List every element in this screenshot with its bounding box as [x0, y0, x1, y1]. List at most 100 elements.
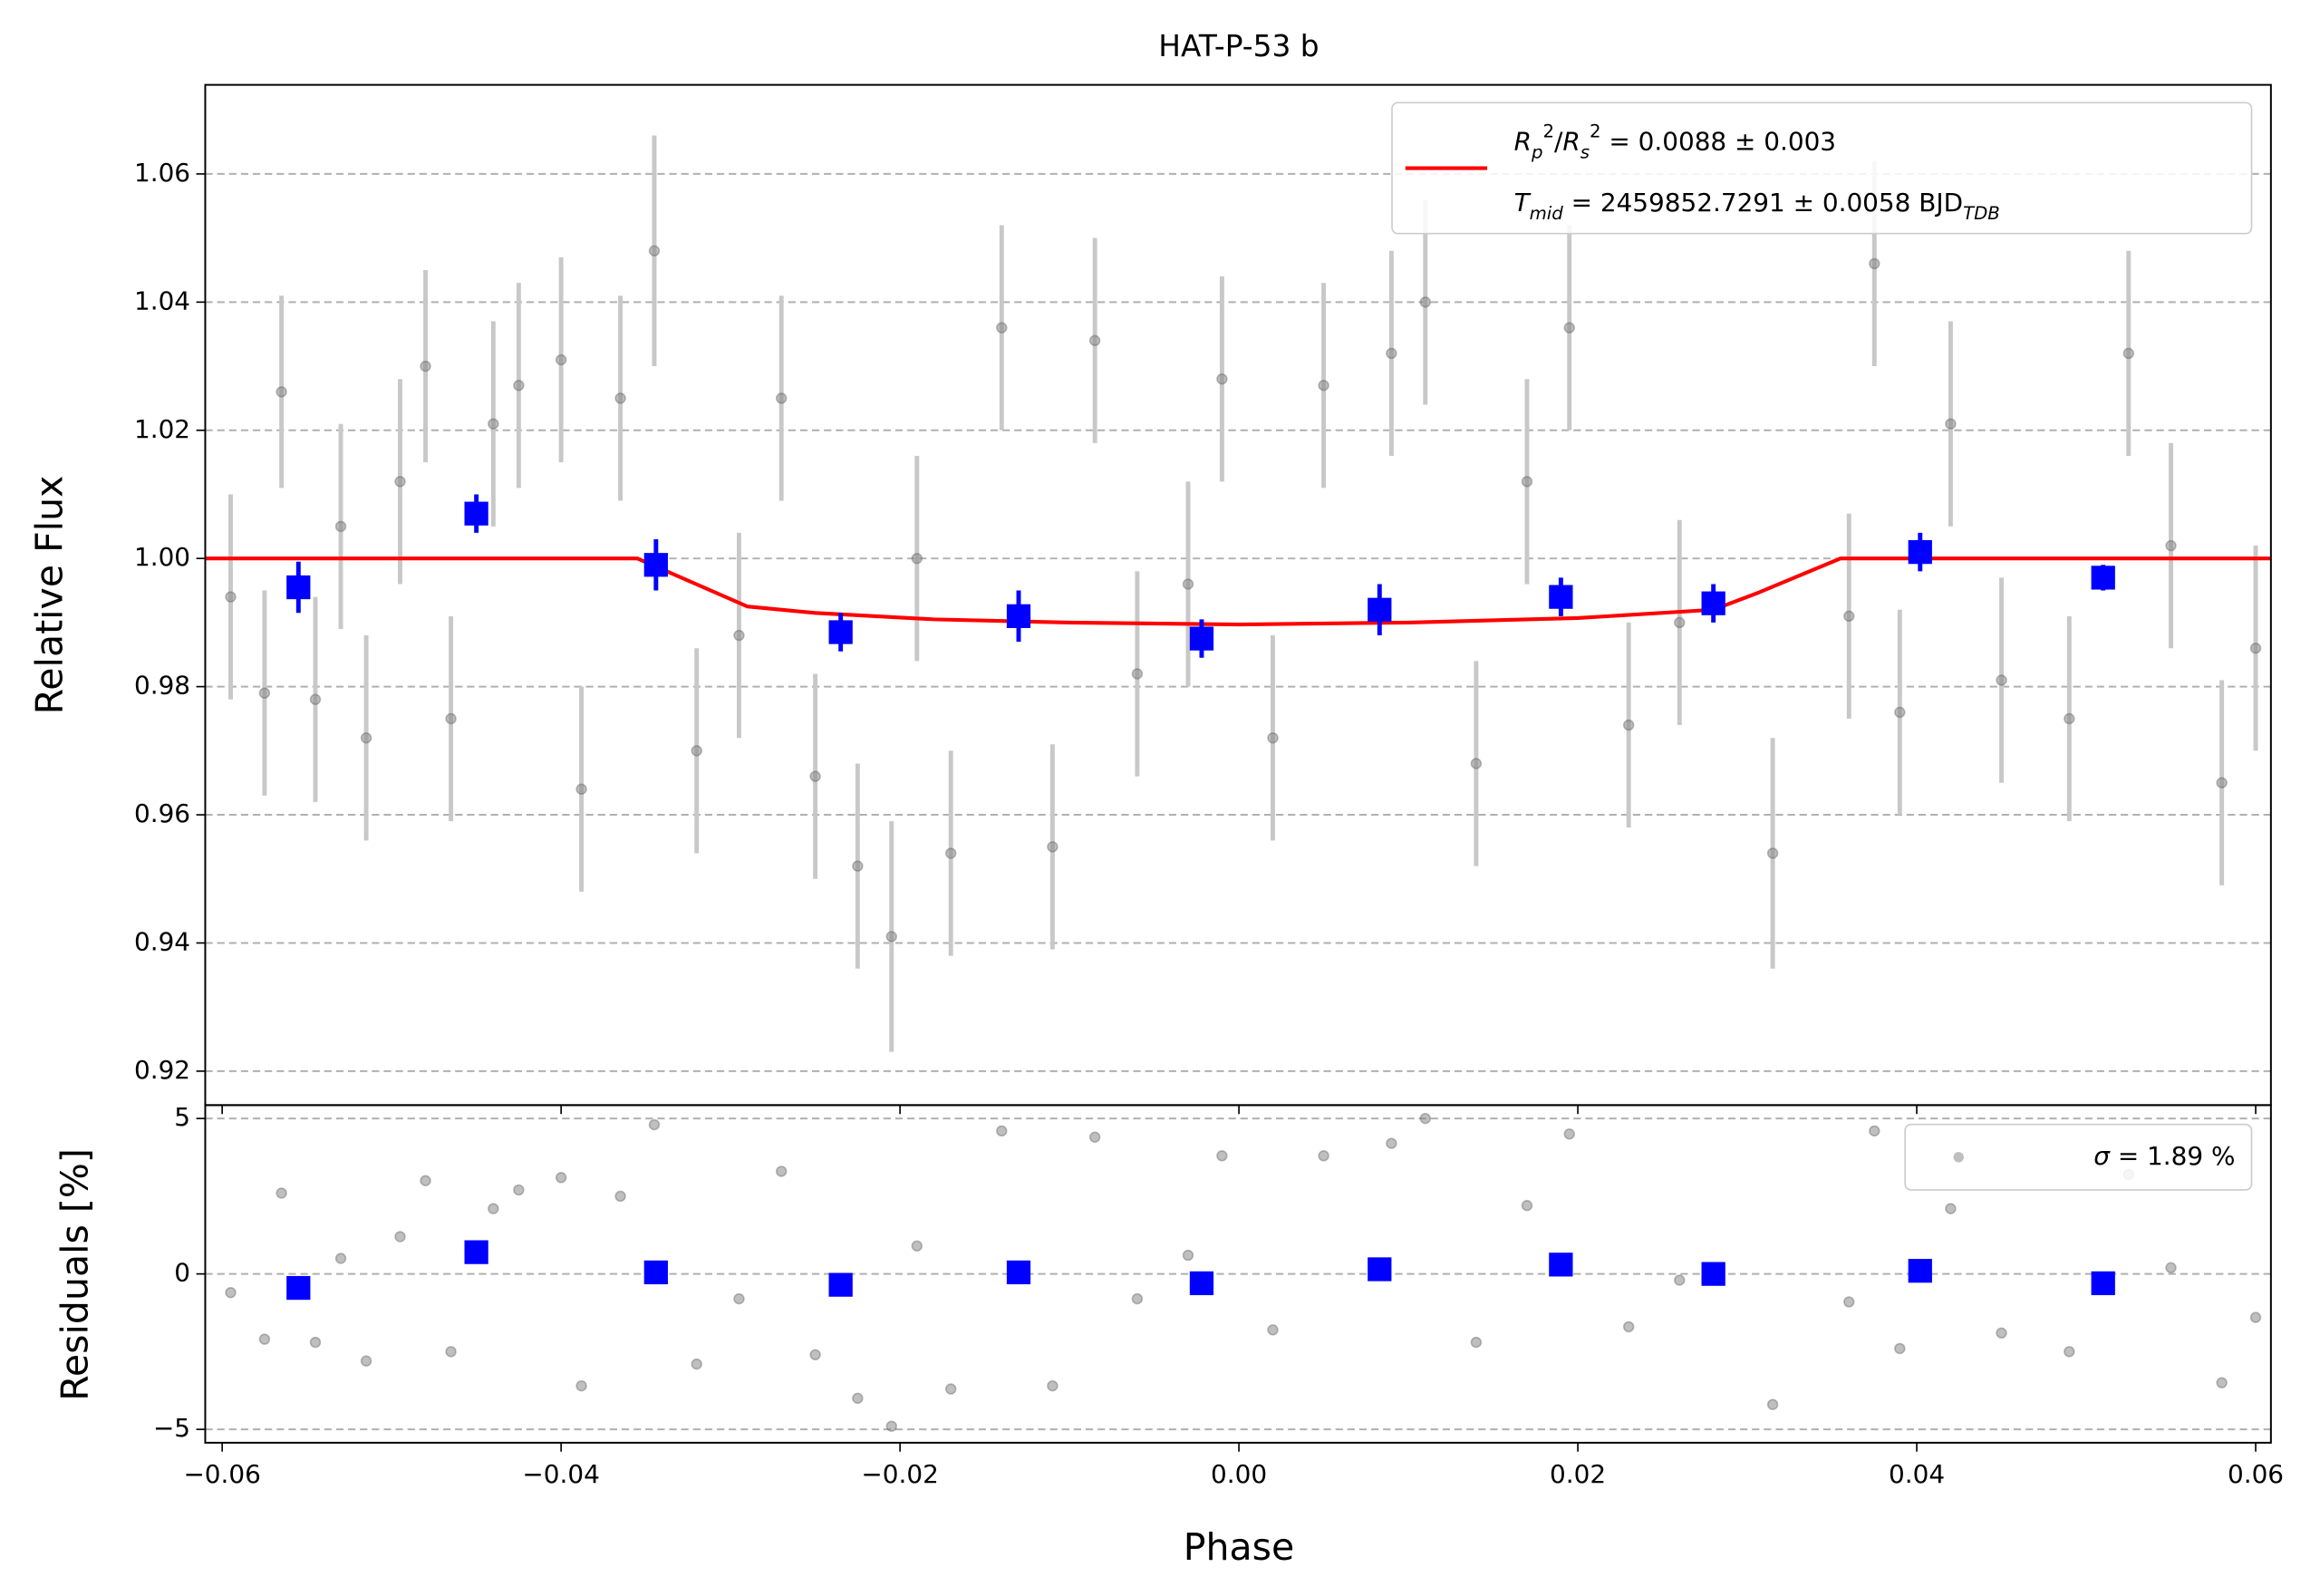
data-point	[648, 245, 661, 257]
binned-point	[1368, 1257, 1392, 1282]
data-point	[2064, 712, 2075, 725]
data-point	[555, 353, 567, 366]
data-point	[648, 1118, 661, 1131]
data-point	[911, 1240, 923, 1252]
data-point	[944, 1383, 957, 1395]
legend-text: p	[1531, 142, 1543, 163]
data-point	[488, 418, 499, 430]
y-tick-label: 1.00	[134, 542, 190, 572]
data-point	[1674, 1274, 1686, 1286]
y-tick-label: 0	[174, 1258, 190, 1288]
legend-text: s	[1580, 142, 1590, 163]
legend-text: = 0.0088 ± 0.003	[1601, 127, 1837, 157]
data-point	[1563, 322, 1575, 334]
binned-point	[1549, 585, 1573, 609]
data-point	[276, 386, 287, 398]
data-point	[1869, 1125, 1880, 1137]
data-point	[852, 1392, 864, 1405]
legend-text: = 2459852.7291 ± 0.0058 BJD	[1563, 188, 1963, 218]
data-point	[614, 1190, 626, 1203]
legend-label: σ = 1.89 %	[2093, 1141, 2235, 1171]
data-point	[614, 392, 626, 404]
binned-point	[1701, 591, 1726, 615]
binned-point	[464, 1240, 488, 1264]
data-point	[1182, 578, 1194, 590]
data-point	[885, 931, 897, 943]
x-tick-label: 0.00	[1211, 1459, 1267, 1489]
data-point	[309, 1336, 322, 1349]
legend-box	[1391, 102, 2253, 235]
data-point	[1088, 1131, 1101, 1143]
binned-point	[1908, 539, 1932, 565]
data-point	[1996, 674, 2007, 686]
data-point	[1996, 1327, 2007, 1340]
y-tick-label: 1.04	[134, 285, 190, 315]
data-point	[1894, 706, 1906, 719]
data-point	[1318, 380, 1329, 392]
binned-point	[464, 501, 488, 526]
data-point	[488, 1203, 499, 1214]
data-point	[809, 770, 821, 782]
data-point	[2064, 1346, 2075, 1358]
legend-label: Rp2/Rs2 = 0.0088 ± 0.003	[1514, 121, 1836, 163]
x-tick-label: 0.04	[1889, 1459, 1945, 1489]
data-point	[1894, 1342, 1906, 1355]
data-point	[691, 745, 702, 757]
legend-text: mid	[1530, 203, 1564, 224]
data-point	[885, 1420, 897, 1432]
x-tick-label: −0.02	[861, 1459, 938, 1489]
data-point	[2249, 1311, 2262, 1323]
legend-label: Tmid = 2459852.7291 ± 0.0058 BJDTDB	[1514, 188, 2000, 224]
binned-point	[1189, 626, 1214, 651]
binned-point	[1368, 597, 1392, 622]
data-point	[2249, 642, 2262, 654]
data-point	[775, 1166, 788, 1177]
plot-frame	[204, 1104, 2272, 1444]
data-point	[1521, 1199, 1533, 1212]
binned-point	[1549, 1253, 1573, 1277]
data-point	[1131, 1292, 1144, 1305]
y-tick-label: −5	[153, 1413, 190, 1443]
model-line	[205, 556, 2271, 627]
data-point	[225, 591, 237, 603]
binned-point	[1189, 1271, 1214, 1296]
data-point	[1216, 1150, 1228, 1162]
legend-text: 2	[1590, 121, 1601, 142]
legend-swatch	[1953, 1152, 1964, 1163]
data-point	[1945, 1203, 1957, 1214]
x-tick-label: 0.02	[1550, 1459, 1606, 1489]
data-point	[1622, 1320, 1635, 1333]
binned-point	[1006, 1260, 1031, 1285]
data-point	[1766, 1398, 1779, 1410]
data-point	[2165, 1262, 2177, 1274]
data-point	[1945, 418, 1957, 430]
data-point	[1843, 610, 1855, 623]
data-point	[258, 1333, 271, 1345]
data-point	[775, 392, 788, 404]
binned-point	[1908, 1259, 1932, 1283]
data-point	[2165, 539, 2177, 552]
data-point	[996, 322, 1008, 334]
y-tick-label: 0.94	[134, 926, 190, 956]
data-point	[1470, 758, 1483, 769]
data-point	[334, 1253, 347, 1264]
data-point	[1131, 668, 1144, 680]
data-point	[1267, 1324, 1279, 1336]
legend-box	[1904, 1123, 2253, 1191]
data-point	[2216, 777, 2228, 788]
data-point	[575, 1379, 587, 1392]
data-point	[733, 629, 745, 642]
data-point	[445, 1346, 457, 1358]
data-point	[996, 1125, 1008, 1137]
data-point	[1843, 1296, 1855, 1308]
data-point	[420, 360, 431, 372]
data-point	[1470, 1336, 1483, 1349]
binned-point	[1006, 604, 1031, 628]
data-point	[2122, 347, 2135, 360]
binned-point	[2091, 1271, 2115, 1296]
binned-point	[286, 1275, 311, 1301]
y-axis-label: Relative Flux	[27, 476, 71, 715]
binned-point	[1701, 1262, 1726, 1286]
binned-point	[286, 575, 311, 600]
